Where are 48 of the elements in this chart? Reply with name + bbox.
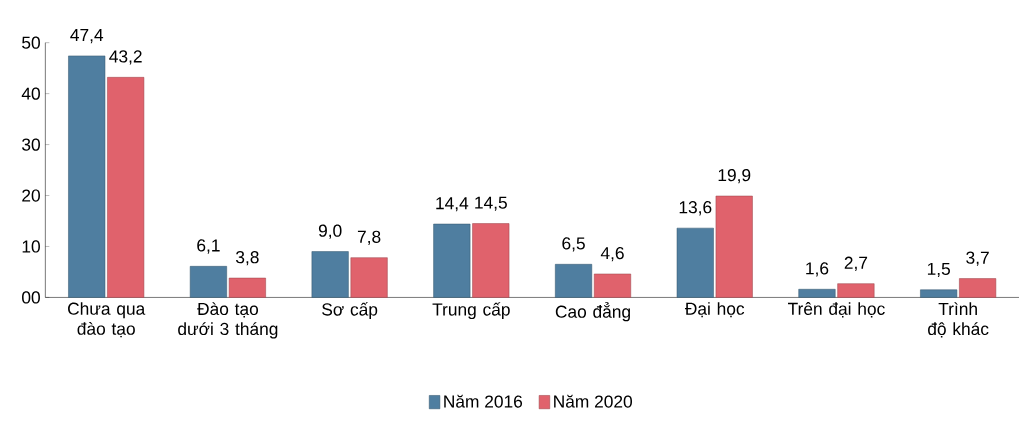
x-tick-label: Trung cấp (432, 302, 510, 320)
x-tick-label: Đại học (684, 302, 745, 318)
data-label: 3,7 (966, 251, 989, 266)
bar (350, 257, 388, 298)
data-label: 6,1 (197, 239, 220, 254)
bar (555, 264, 593, 298)
data-label: 1,6 (806, 262, 829, 277)
bar (837, 283, 875, 298)
bar (68, 55, 106, 298)
x-tick-label: Đào tạo dưới 3 tháng (178, 302, 278, 339)
data-label: 43,2 (109, 50, 142, 65)
x-tick-label: Trình độ khác (928, 302, 989, 338)
x-tick-label: Sơ cấp (322, 302, 378, 320)
data-label: 14,4 (436, 197, 469, 212)
bar (593, 273, 632, 298)
bar (959, 278, 997, 298)
y-tick-label: 00 (22, 291, 40, 304)
bar (311, 251, 349, 298)
data-label: 4,6 (600, 247, 624, 262)
y-tick-label: 40 (21, 87, 40, 100)
data-label: 19,9 (718, 169, 751, 184)
y-tick-label: 50 (22, 36, 40, 49)
data-label: 7,8 (357, 230, 381, 246)
data-label: 2,7 (844, 256, 868, 272)
data-label: 13,6 (679, 201, 712, 216)
bar (715, 195, 753, 298)
bar (433, 223, 471, 298)
legend-label: Năm 2016 (444, 394, 523, 408)
bar (676, 227, 714, 298)
x-tick-label: Trên đại học (788, 302, 885, 318)
bar (798, 289, 836, 298)
bar (472, 223, 510, 298)
data-label: 6,5 (562, 237, 585, 252)
data-label: 47,4 (70, 29, 104, 44)
data-label: 9,0 (318, 224, 342, 239)
bar (228, 277, 266, 298)
y-tick-label: 30 (22, 138, 40, 151)
bar (107, 77, 145, 298)
data-label: 14,5 (475, 196, 507, 211)
bar (920, 289, 958, 298)
legend-label: Năm 2020 (554, 394, 633, 408)
x-tick-label: Chưa qua đào tạo (68, 302, 146, 338)
x-tick-label: Cao đẳng (555, 302, 630, 322)
y-tick-label: 20 (22, 189, 40, 202)
y-tick-label: 10 (22, 240, 40, 253)
bar (189, 266, 227, 298)
data-label: 3,8 (236, 251, 259, 266)
data-label: 1,5 (927, 263, 950, 278)
